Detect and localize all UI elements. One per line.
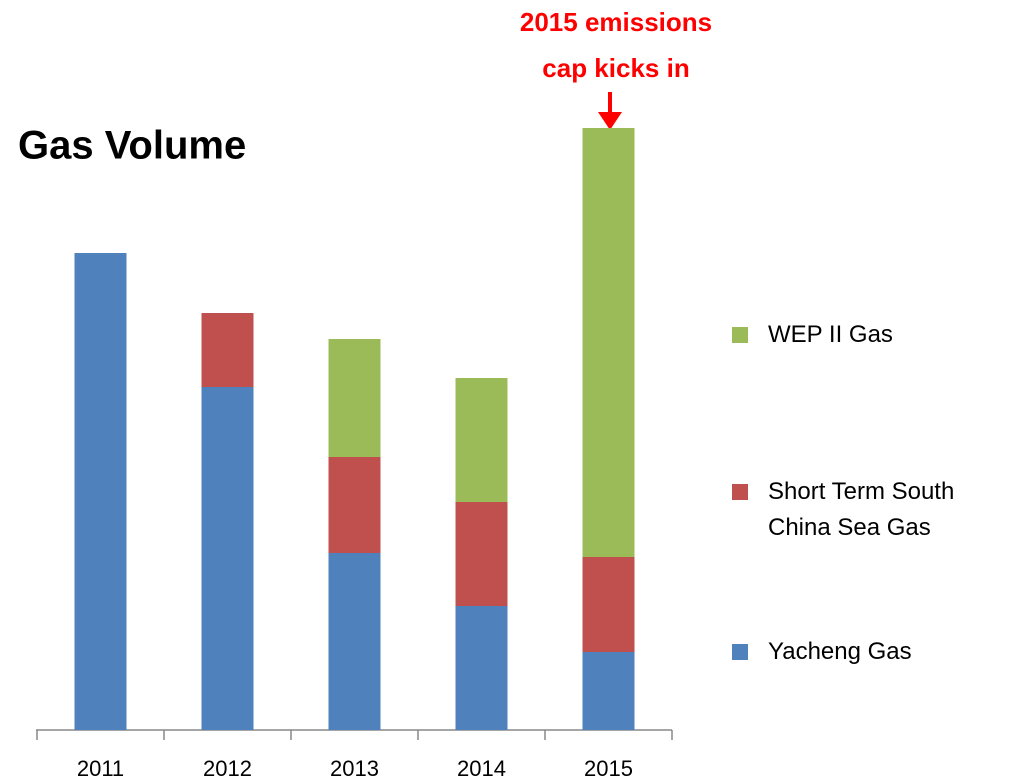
legend-swatch (732, 327, 748, 343)
bar-segment (582, 128, 635, 557)
annotation-arrowhead (598, 112, 622, 130)
bar-segment (328, 553, 381, 730)
annotation: 2015 emissions (520, 7, 712, 37)
x-tick-label: 2015 (584, 756, 633, 781)
bar-segment (328, 457, 381, 553)
bar-segment (455, 606, 508, 730)
bar-segment (74, 253, 127, 730)
bar-segment (455, 502, 508, 606)
bar-segment (328, 339, 381, 457)
chart-title: Gas Volume (18, 124, 246, 168)
legend-label: WEP II Gas (768, 321, 893, 348)
legend-swatch (732, 484, 748, 500)
bar-segment (582, 652, 635, 730)
bar-segment (582, 557, 635, 652)
bar-segment (455, 378, 508, 502)
bar-segment (201, 313, 254, 387)
x-tick-label: 2011 (77, 756, 124, 781)
x-tick-label: 2013 (330, 756, 379, 781)
x-tick-label: 2014 (457, 756, 506, 781)
legend-swatch (732, 644, 748, 660)
legend-label: Short Term South China Sea Gas (768, 478, 955, 541)
legend-label: Yacheng Gas (768, 638, 912, 665)
bar-segment (201, 387, 254, 730)
annotation: cap kicks in (542, 53, 689, 83)
x-tick-label: 2012 (203, 756, 252, 781)
